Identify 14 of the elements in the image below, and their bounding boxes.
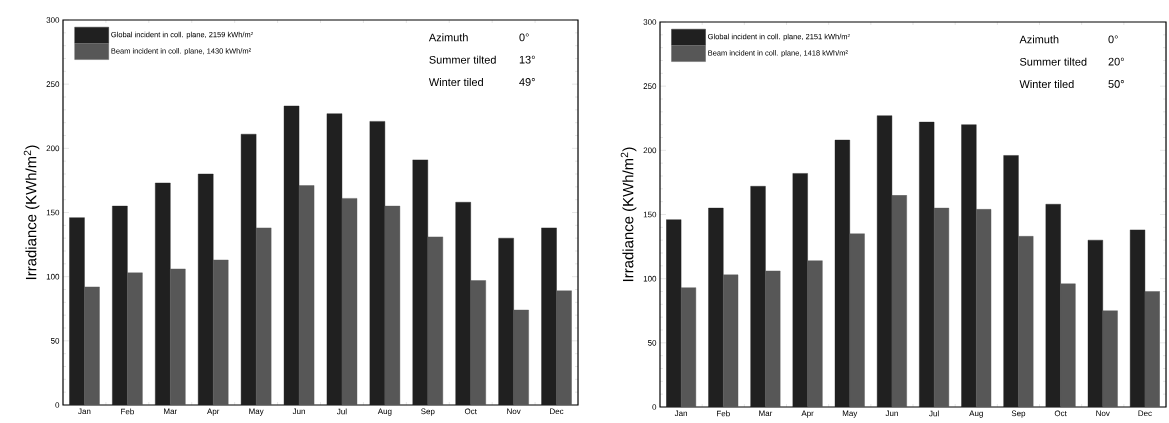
- annotation: 50°: [1108, 80, 1124, 88]
- y-axis-title: Irradiance (KWh/m$^{2}$): [620, 147, 637, 282]
- annotation: 0°: [1108, 35, 1118, 44]
- annotation: Summer tilted: [429, 55, 496, 64]
- annotation: Summer tilted: [1019, 57, 1087, 66]
- annotation: 20°: [1108, 57, 1124, 66]
- annotation: Winter tiled: [428, 77, 483, 87]
- annotation: Winter tiled: [1019, 79, 1074, 89]
- annotation: Azimuth: [1019, 35, 1059, 44]
- annotation: 13°: [519, 55, 535, 64]
- annotation: 49°: [519, 78, 535, 86]
- annotation: 0°: [519, 33, 529, 42]
- y-axis-title: Irradiance (KWh/m$^{2}$): [23, 145, 40, 280]
- annotation: Azimuth: [428, 33, 468, 42]
